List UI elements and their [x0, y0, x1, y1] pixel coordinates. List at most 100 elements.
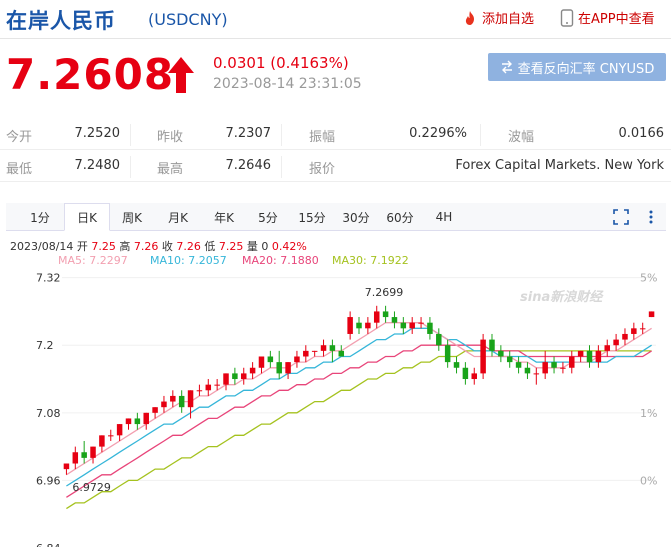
candlestick-chart[interactable]: 7.32 7.2 7.08 6.96 6.84 5% 1% 0% sina新浪财经 7.2699 6… — [0, 266, 671, 547]
stats-row: 最低 7.2480 最高 7.2646 报价 Forex Capital Mar… — [0, 152, 671, 182]
candle-body — [196, 390, 203, 392]
up-arrow-icon — [168, 57, 194, 93]
ma30-legend: MA30: 7.1922 — [332, 254, 409, 267]
page-title: 在岸人民币 — [6, 9, 116, 33]
right-tick-label: 1% — [640, 407, 657, 420]
current-price: 7.2608 — [6, 50, 175, 99]
ma30-line — [66, 350, 652, 510]
flame-icon — [465, 10, 474, 25]
right-tick-label: 5% — [640, 272, 657, 285]
open-label: 今开 — [6, 130, 33, 145]
price-annotation: 7.2699 — [365, 286, 404, 299]
candle-body — [347, 317, 353, 334]
candle-body — [116, 424, 123, 436]
candle-body — [409, 322, 415, 329]
candle-body — [240, 373, 247, 380]
tab-yearly-k[interactable]: 年K — [214, 210, 234, 225]
candle-body — [613, 339, 619, 346]
tab-15min[interactable]: 15分 — [298, 210, 326, 225]
candle-body — [99, 435, 105, 447]
candle-body — [577, 350, 584, 357]
view-in-app-button[interactable]: 在APP中查看 — [560, 8, 655, 27]
candle-body — [489, 339, 495, 351]
candle-body — [249, 367, 256, 374]
candle-body — [586, 350, 593, 363]
candle-body — [551, 362, 557, 368]
separator — [130, 156, 131, 178]
y-tick-label: 7.08 — [36, 407, 61, 420]
price-change: 0.0301 (0.4163%) — [213, 54, 349, 72]
tab-1min[interactable]: 1分 — [30, 210, 50, 225]
candle-body — [303, 350, 309, 357]
info-low-label: 低 — [204, 240, 216, 253]
ma5-legend: MA5: 7.2297 — [58, 254, 128, 267]
candle-body — [453, 362, 460, 368]
candle-body — [365, 322, 371, 329]
add-favorite-button[interactable]: 添加自选 — [462, 8, 534, 27]
candle-body — [595, 350, 602, 363]
low-label: 最低 — [6, 162, 33, 177]
price-annotation: 6.9729 — [72, 481, 111, 494]
tab-5min[interactable]: 5分 — [258, 210, 278, 225]
ohlc-info: 2023/08/14 开 7.25 高 7.26 收 7.26 低 7.25 量… — [10, 238, 307, 254]
candle-body — [178, 395, 185, 408]
candle-body — [276, 362, 282, 374]
candle-body — [187, 390, 194, 408]
y-tick-label: 7.2 — [36, 339, 54, 352]
y-tick-label: 6.84 — [36, 542, 61, 547]
quote-source-value: Forex Capital Markets. New York — [455, 158, 664, 173]
high-label: 最高 — [157, 162, 184, 177]
chart-tabs: 1分 日K 周K 月K 年K 5分 15分 30分 60分 4H — [6, 203, 666, 231]
fullscreen-icon[interactable] — [612, 208, 630, 226]
candle-body — [134, 418, 141, 425]
info-close: 7.26 — [176, 240, 201, 253]
tab-monthly-k[interactable]: 月K — [168, 210, 188, 225]
divider — [0, 38, 671, 39]
candle-body — [418, 322, 424, 324]
separator — [281, 156, 282, 178]
add-favorite-label: 添加自选 — [482, 12, 535, 27]
candle-body — [391, 317, 398, 323]
phone-icon — [560, 8, 574, 27]
prev-close-label: 昨收 — [157, 130, 184, 145]
y-tick-label: 7.32 — [36, 272, 61, 285]
symbol-code: (USDCNY) — [148, 10, 228, 29]
tab-daily-k[interactable]: 日K — [64, 203, 110, 231]
info-high-label: 高 — [119, 240, 131, 253]
watermark-text: sina新浪财经 — [520, 289, 604, 305]
ma10-line — [66, 327, 652, 487]
candle-body — [161, 401, 167, 408]
high-value: 7.2646 — [225, 158, 272, 173]
candle-body — [639, 328, 646, 330]
candle-body — [285, 362, 291, 374]
candle-body — [524, 367, 531, 374]
tab-30min[interactable]: 30分 — [342, 210, 370, 225]
tab-60min[interactable]: 60分 — [386, 210, 414, 225]
tab-weekly-k[interactable]: 周K — [122, 210, 142, 225]
header: 在岸人民币 (USDCNY) 添加自选 在APP中查看 — [0, 0, 671, 38]
volatility-value: 0.0166 — [618, 126, 665, 141]
candle-body — [506, 356, 513, 363]
candle-body — [214, 384, 220, 386]
info-pct: 0.42% — [271, 240, 307, 253]
candle-body — [294, 356, 300, 363]
candle-body — [498, 350, 504, 357]
more-options-icon[interactable] — [642, 208, 660, 226]
reverse-rate-button[interactable]: 查看反向汇率 CNYUSD — [488, 53, 666, 81]
info-date: 2023/08/14 — [10, 240, 74, 253]
candle-body — [258, 356, 265, 368]
candle-body — [436, 333, 442, 346]
reverse-rate-label: 查看反向汇率 CNYUSD — [517, 61, 655, 77]
candle-body — [515, 362, 522, 368]
separator — [130, 124, 131, 146]
candle-body — [108, 435, 114, 437]
candle-body — [81, 452, 87, 458]
info-low: 7.25 — [218, 240, 244, 253]
candle-body — [427, 322, 433, 334]
candle-body — [382, 311, 389, 318]
ma10-legend: MA10: 7.2057 — [150, 254, 227, 267]
tab-4h[interactable]: 4H — [435, 210, 453, 224]
candle-body — [356, 322, 362, 329]
candle-body — [320, 345, 327, 351]
candle-body — [152, 407, 158, 413]
